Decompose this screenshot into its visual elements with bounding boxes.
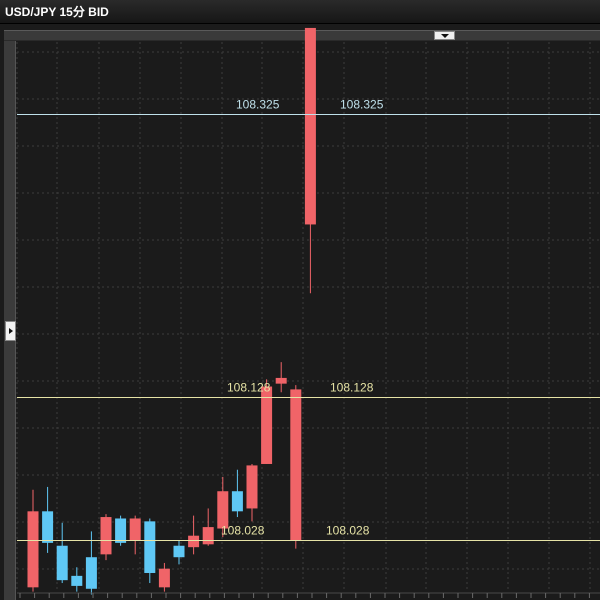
candle-body — [202, 527, 214, 545]
candle-body — [217, 491, 229, 529]
price-line-label-left: 108.325 — [236, 98, 280, 112]
price-line-label-right: 108.028 — [326, 524, 370, 538]
candle — [290, 385, 302, 549]
candle — [71, 567, 83, 592]
candle-body — [129, 518, 141, 540]
left-panel-strip — [4, 41, 16, 600]
candle-body — [42, 511, 54, 543]
candle — [275, 362, 287, 393]
candle — [202, 508, 214, 546]
chart-title: USD/JPY 15分 BID — [0, 0, 600, 24]
x-axis-ticks — [17, 592, 600, 598]
candle-body — [115, 518, 127, 543]
candle-body — [27, 511, 39, 588]
candle-body — [144, 521, 156, 573]
candle-body — [304, 27, 316, 225]
side-panel-toggle[interactable] — [5, 321, 16, 341]
candle — [129, 515, 141, 555]
candle-body — [231, 491, 243, 512]
candle — [115, 515, 127, 546]
price-line-label-right: 108.128 — [330, 381, 374, 395]
candle — [231, 469, 243, 518]
candle — [173, 540, 185, 565]
candle-body — [173, 545, 185, 558]
candle — [261, 379, 273, 464]
candle-body — [275, 377, 287, 384]
horizontal-scroll-strip[interactable] — [4, 30, 600, 41]
candle-body — [188, 535, 200, 548]
candle-body — [158, 568, 170, 588]
price-line-label-right: 108.325 — [340, 98, 384, 112]
candle-body — [246, 465, 258, 509]
candle-body — [56, 545, 68, 581]
candle — [158, 562, 170, 592]
candle — [42, 486, 54, 553]
candle — [304, 27, 316, 294]
candle — [85, 531, 97, 595]
candle — [100, 514, 112, 561]
candle-body — [100, 517, 112, 555]
candle-series — [27, 27, 316, 595]
triangle-right-icon — [9, 328, 13, 334]
price-line-label-left: 108.128 — [227, 381, 271, 395]
candle — [217, 476, 229, 538]
candle-body — [261, 386, 273, 464]
chart-menu-button[interactable] — [434, 31, 455, 40]
candle — [188, 515, 200, 555]
chevron-down-icon — [441, 34, 449, 38]
price-line-label-left: 108.028 — [221, 524, 265, 538]
candle — [246, 463, 258, 522]
candle-body — [71, 575, 83, 586]
candle — [56, 522, 68, 584]
candle-body — [85, 557, 97, 589]
candle-body — [290, 389, 302, 540]
price-lines: 108.325 108.325 108.128 108.128 108.028 108.0… — [17, 98, 600, 541]
candle — [144, 518, 156, 584]
